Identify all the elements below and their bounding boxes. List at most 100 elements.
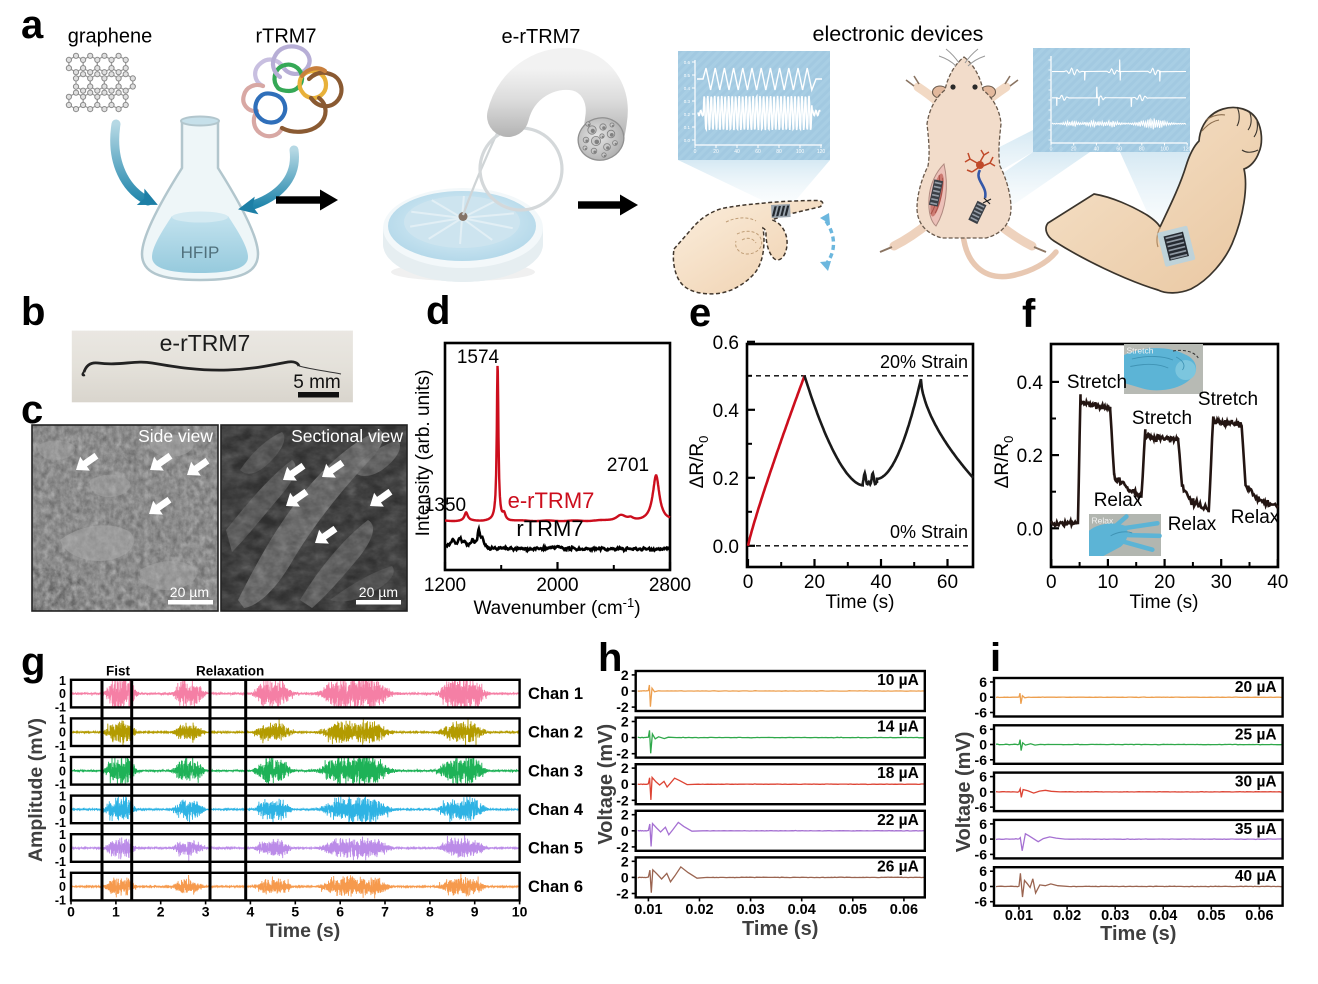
- svg-text:e-rTRM7: e-rTRM7: [502, 26, 581, 48]
- svg-text:0.02: 0.02: [685, 902, 713, 918]
- svg-text:1: 1: [59, 790, 66, 804]
- svg-text:0: 0: [979, 784, 987, 800]
- svg-text:-2: -2: [616, 886, 629, 902]
- svg-text:-2: -2: [616, 839, 629, 855]
- svg-text:18 µA: 18 µA: [877, 765, 919, 782]
- svg-text:e-rTRM7: e-rTRM7: [160, 330, 251, 356]
- svg-text:1: 1: [59, 828, 66, 842]
- svg-text:6: 6: [979, 863, 987, 879]
- svg-text:60: 60: [1116, 147, 1122, 153]
- svg-text:0.06: 0.06: [1245, 908, 1273, 924]
- svg-text:120: 120: [817, 149, 826, 155]
- svg-text:120: 120: [1183, 147, 1192, 153]
- svg-text:-6: -6: [975, 846, 988, 862]
- svg-text:0: 0: [67, 903, 75, 919]
- svg-text:Relax: Relax: [1094, 490, 1143, 511]
- svg-text:0.04: 0.04: [1149, 908, 1177, 924]
- svg-text:80: 80: [1139, 147, 1145, 153]
- svg-text:20 µm: 20 µm: [170, 584, 209, 600]
- svg-text:0.6: 0.6: [684, 60, 691, 65]
- svg-text:Time (s): Time (s): [1100, 923, 1176, 945]
- svg-text:10 µA: 10 µA: [877, 672, 919, 689]
- svg-text:0.4: 0.4: [684, 86, 691, 91]
- svg-text:0: 0: [694, 149, 697, 155]
- svg-text:4: 4: [247, 903, 255, 919]
- svg-text:14 µA: 14 µA: [877, 719, 919, 736]
- svg-text:2701: 2701: [607, 455, 649, 476]
- svg-text:2: 2: [621, 807, 629, 823]
- svg-text:Voltage (mV): Voltage (mV): [595, 724, 617, 845]
- svg-text:ΔR/R0: ΔR/R0: [687, 436, 711, 489]
- svg-text:d: d: [426, 289, 450, 333]
- svg-text:25 µA: 25 µA: [1235, 726, 1277, 743]
- svg-text:30: 30: [1211, 572, 1232, 593]
- svg-text:26 µA: 26 µA: [877, 858, 919, 875]
- svg-text:20 µA: 20 µA: [1235, 679, 1277, 696]
- svg-text:-1: -1: [55, 855, 66, 869]
- svg-text:Time (s): Time (s): [742, 918, 818, 940]
- svg-text:2: 2: [621, 853, 629, 869]
- svg-text:Relax: Relax: [1092, 516, 1114, 526]
- svg-text:40: 40: [1094, 147, 1100, 153]
- svg-text:0: 0: [621, 823, 629, 839]
- svg-text:0: 0: [979, 689, 987, 705]
- svg-text:20: 20: [1154, 572, 1175, 593]
- svg-text:0: 0: [59, 726, 66, 740]
- svg-text:-6: -6: [975, 752, 988, 768]
- svg-text:40 µA: 40 µA: [1235, 868, 1277, 885]
- svg-text:Time (s): Time (s): [266, 920, 340, 942]
- svg-text:Amplitude (mV): Amplitude (mV): [25, 718, 47, 862]
- svg-text:Side view: Side view: [138, 426, 213, 446]
- svg-text:0.4: 0.4: [1017, 373, 1044, 394]
- svg-text:6: 6: [979, 721, 987, 737]
- svg-text:-2: -2: [616, 699, 629, 715]
- svg-text:20% Strain: 20% Strain: [880, 352, 968, 372]
- svg-text:Stretch: Stretch: [1198, 389, 1258, 410]
- svg-text:2: 2: [621, 667, 629, 683]
- svg-text:-2: -2: [616, 792, 629, 808]
- svg-text:0: 0: [1050, 147, 1053, 153]
- svg-text:0.6: 0.6: [713, 333, 739, 354]
- svg-text:100: 100: [796, 149, 805, 155]
- svg-text:20: 20: [1071, 147, 1077, 153]
- svg-text:1: 1: [59, 867, 66, 881]
- svg-text:0.04: 0.04: [788, 902, 816, 918]
- svg-text:20: 20: [713, 149, 719, 155]
- svg-text:0.03: 0.03: [736, 902, 764, 918]
- svg-text:e: e: [689, 291, 711, 335]
- svg-text:a: a: [21, 3, 44, 47]
- svg-text:0.05: 0.05: [1197, 908, 1225, 924]
- svg-text:Chan 2: Chan 2: [528, 724, 583, 742]
- svg-text:-1: -1: [55, 816, 66, 830]
- svg-text:Relax: Relax: [1231, 507, 1280, 528]
- svg-text:h: h: [598, 636, 622, 680]
- svg-text:graphene: graphene: [68, 26, 153, 48]
- svg-text:0: 0: [59, 687, 66, 701]
- svg-text:0: 0: [743, 572, 754, 593]
- svg-text:0.0: 0.0: [684, 138, 691, 143]
- svg-text:0: 0: [621, 776, 629, 792]
- svg-text:ΔR/R0: ΔR/R0: [992, 436, 1016, 489]
- svg-text:9: 9: [471, 903, 479, 919]
- svg-text:10: 10: [1097, 572, 1118, 593]
- svg-text:0.01: 0.01: [634, 902, 662, 918]
- svg-text:rTRM7: rTRM7: [516, 516, 583, 541]
- svg-text:0: 0: [1046, 572, 1057, 593]
- svg-text:b: b: [21, 290, 45, 334]
- svg-text:0.2: 0.2: [684, 112, 691, 117]
- svg-text:Voltage (mV): Voltage (mV): [953, 732, 975, 853]
- svg-text:Chan 4: Chan 4: [528, 801, 584, 819]
- svg-text:Time (s): Time (s): [826, 592, 895, 613]
- svg-text:HFIP: HFIP: [181, 243, 220, 262]
- svg-text:22 µA: 22 µA: [877, 812, 919, 829]
- svg-text:0% Strain: 0% Strain: [890, 522, 968, 542]
- svg-text:80: 80: [776, 149, 782, 155]
- svg-text:0: 0: [59, 803, 66, 817]
- svg-text:1574: 1574: [457, 347, 500, 368]
- svg-text:0.02: 0.02: [1053, 908, 1081, 924]
- svg-text:1350: 1350: [424, 495, 466, 516]
- svg-text:0.03: 0.03: [1101, 908, 1129, 924]
- svg-text:5 mm: 5 mm: [293, 372, 341, 393]
- svg-text:2000: 2000: [536, 575, 578, 596]
- svg-text:-1: -1: [55, 778, 66, 792]
